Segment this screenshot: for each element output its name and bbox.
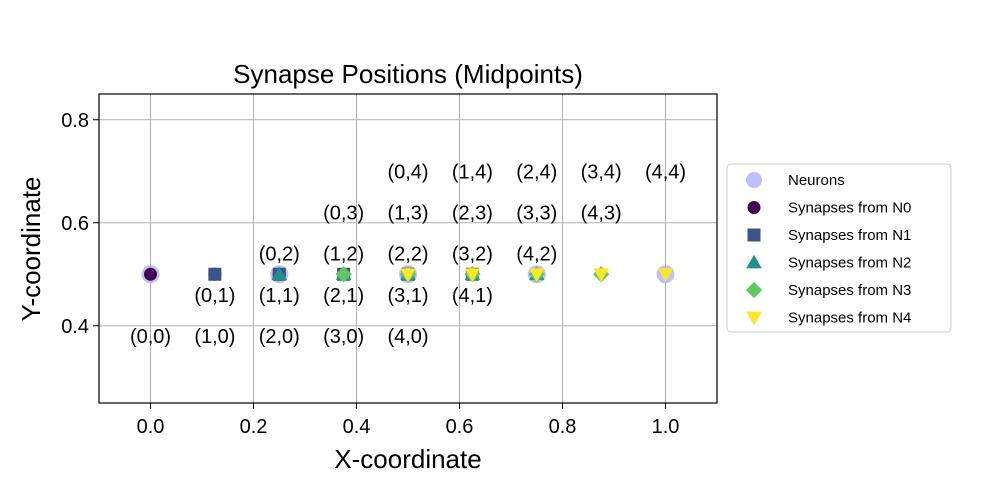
legend-box [726, 163, 952, 333]
x-tick-label: 0.2 [240, 416, 268, 438]
plot-background [99, 94, 717, 403]
point-annotation: (1,4) [452, 161, 493, 183]
y-axis-ticks: 0.4 0.6 0.8 [61, 110, 99, 338]
chart-title: Synapse Positions (Midpoints) [233, 59, 583, 89]
legend-label: Synapses from N3 [788, 282, 911, 299]
point-annotation: (2,0) [259, 326, 300, 348]
synapse-point [144, 267, 157, 281]
point-annotation: (2,4) [516, 161, 557, 183]
synapse-point [593, 268, 609, 283]
legend-marker [745, 281, 763, 299]
point-annotation: (1,3) [387, 202, 428, 224]
synapse-point [271, 266, 288, 281]
y-tick-label: 0.6 [61, 213, 89, 235]
point-annotation: (2,2) [387, 244, 428, 266]
point-annotation: (4,3) [581, 202, 622, 224]
legend-label: Synapses from N0 [788, 200, 911, 217]
plot-area: (0,0) (1,0) (2,0) (3,0) (4,0) (0,1) (1,1) (2,1)… [98, 93, 718, 404]
point-annotation: (0,1) [194, 285, 235, 307]
legend-marker [747, 228, 761, 242]
point-annotation: (2,1) [323, 285, 364, 307]
point-annotation: (0,2) [259, 244, 300, 266]
plot-frame [98, 93, 718, 404]
point-annotation: (4,0) [387, 326, 428, 348]
point-annotation: (4,1) [452, 285, 493, 307]
point-annotation: (4,2) [516, 244, 557, 266]
synapse-point [335, 266, 352, 283]
legend-label: Synapses from N2 [788, 255, 911, 272]
synapse-point [400, 268, 416, 283]
legend-marker [747, 201, 761, 214]
x-tick-label: 0.0 [137, 416, 165, 438]
point-annotation: (3,2) [452, 244, 493, 266]
point-annotation: (1,1) [259, 285, 300, 307]
synapse-point [208, 267, 222, 281]
legend-marker [746, 254, 762, 269]
x-tick-label: 0.6 [446, 416, 474, 438]
y-tick-label: 0.8 [61, 110, 89, 132]
synapse-point [464, 268, 481, 283]
point-annotation: (3,1) [387, 285, 428, 307]
legend-label: Synapses from N1 [788, 227, 911, 244]
legend-marker [746, 311, 762, 326]
point-annotation: (3,3) [516, 202, 557, 224]
legend: Neurons Synapses from N0 Synapses from N1 S… [726, 163, 952, 333]
y-axis-label: Y-coordinate [16, 176, 46, 321]
point-annotation: (3,4) [581, 161, 622, 183]
point-annotation: (4,4) [645, 161, 686, 183]
point-annotation: (3,0) [323, 326, 364, 348]
legend-label: Synapses from N4 [788, 310, 911, 327]
x-tick-label: 0.8 [549, 416, 577, 438]
data-marks [141, 265, 675, 284]
synapse-point [657, 268, 674, 283]
grid [99, 94, 717, 403]
x-axis-label: X-coordinate [334, 444, 481, 474]
x-tick-label: 1.0 [652, 416, 680, 438]
legend-label: Neurons [788, 172, 845, 189]
point-annotations: (0,0) (1,0) (2,0) (3,0) (4,0) (0,1) (1,1) (2,1)… [130, 161, 686, 348]
legend-marker [746, 172, 762, 188]
x-tick-label: 0.4 [343, 416, 371, 438]
series-5 [400, 268, 674, 283]
point-annotation: (2,3) [452, 202, 493, 224]
point-annotation: (1,2) [323, 244, 364, 266]
y-tick-label: 0.4 [61, 316, 89, 338]
x-axis-ticks: 0.0 0.2 0.4 0.6 0.8 1.0 [137, 403, 680, 438]
point-annotation: (0,4) [387, 161, 428, 183]
synapse-point [528, 268, 545, 283]
point-annotation: (0,0) [130, 326, 171, 348]
point-annotation: (1,0) [194, 326, 235, 348]
point-annotation: (0,3) [323, 202, 364, 224]
